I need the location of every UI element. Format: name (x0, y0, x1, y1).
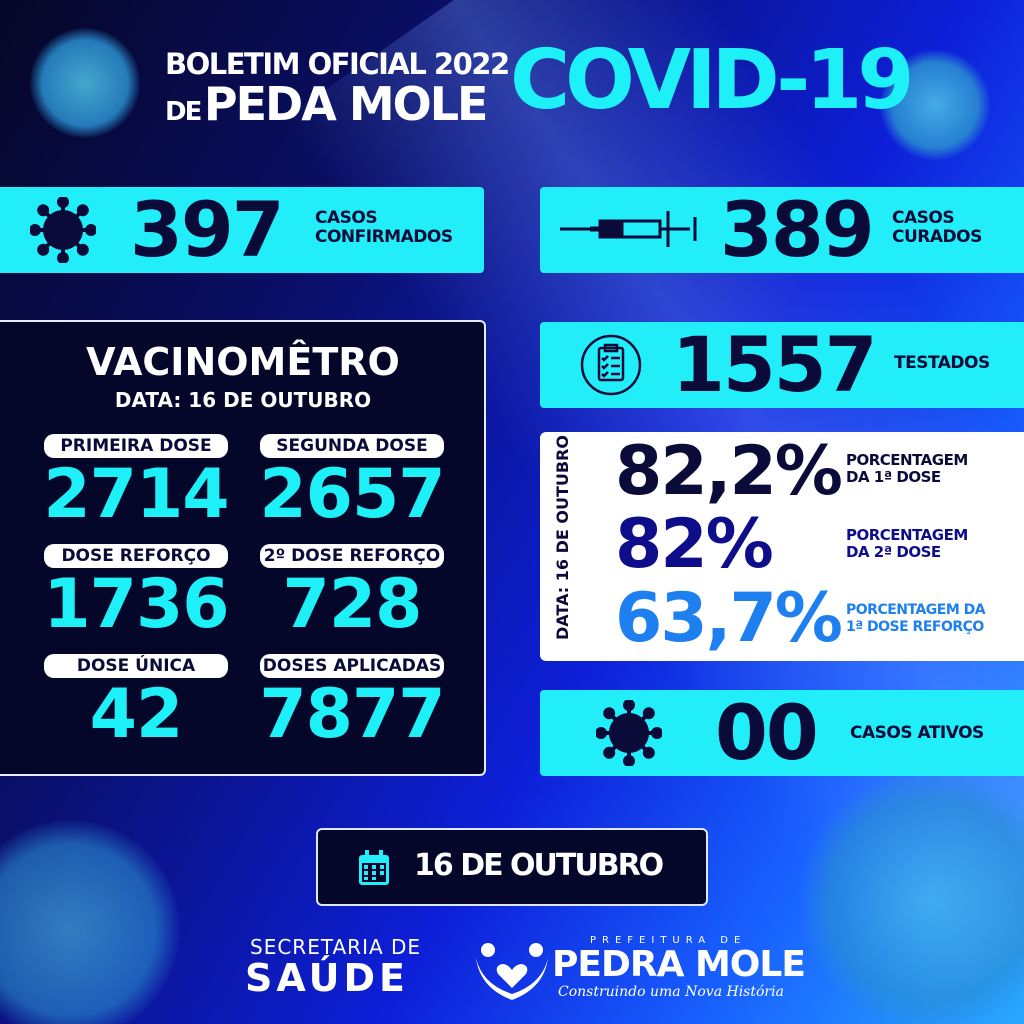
vacinometro-date: DATA: 16 DE OUTUBRO (114, 388, 372, 412)
virus-decoration-icon (30, 28, 140, 138)
covid-title: COVID-19 (510, 33, 914, 128)
tested-value: 1557 (672, 320, 878, 409)
percentages-panel (540, 432, 1024, 661)
label-line: DA 2ª DOSE (846, 543, 941, 561)
vaccine-value: 2657 (259, 455, 445, 534)
pct-first-dose: 82,2% (615, 432, 843, 511)
cured-label: CASOS CURADOS (892, 209, 982, 247)
pct-booster-label: PORCENTAGEM DA 1ª DOSE REFORÇO (846, 602, 986, 636)
vacinometro-title: VACINOMÊTRO (86, 340, 400, 384)
secretaria-line1: SECRETARIA DE (250, 935, 422, 959)
cured-box: 389 CASOS CURADOS (540, 187, 1024, 273)
tested-box: 1557 TESTADOS (540, 322, 1024, 408)
header-line1: BOLETIM OFICIAL 2022 (165, 47, 510, 81)
header-line2: DE PEDA MOLE (165, 81, 488, 137)
date-label: 16 DE OUTUBRO (414, 848, 664, 883)
clipboard-icon (580, 334, 642, 396)
vaccine-value: 1736 (43, 565, 229, 644)
city-logo-name: PEDRA MOLE (552, 944, 806, 985)
active-box: 00 CASOS ATIVOS (540, 690, 1024, 776)
pct-second-dose-label: PORCENTAGEM DA 2ª DOSE (846, 527, 968, 561)
secretaria-line2: SAÚDE (245, 956, 409, 1000)
tested-label: TESTADOS (894, 353, 990, 373)
vaccine-label: DOSE ÚNICA (44, 654, 228, 678)
pct-first-dose-label: PORCENTAGEM DA 1ª DOSE (846, 452, 968, 486)
syringe-icon (560, 211, 697, 247)
vaccine-label: PRIMEIRA DOSE (44, 434, 228, 458)
label-line: CONFIRMADOS (315, 227, 453, 247)
label-line: CASOS (892, 208, 955, 228)
vaccine-label: 2º DOSE REFORÇO (260, 544, 444, 568)
confirmed-box: 397 CASOS CONFIRMADOS (0, 187, 484, 273)
label-line: 1ª DOSE REFORÇO (846, 619, 984, 635)
virus-icon (30, 197, 96, 263)
date-badge: 16 DE OUTUBRO (316, 828, 708, 906)
virus-decoration-icon (880, 50, 990, 160)
pct-booster: 63,7% (615, 579, 843, 658)
active-value: 00 (715, 688, 819, 777)
label-line: DA 1ª DOSE (846, 468, 941, 486)
prefeitura-logo (476, 943, 548, 1000)
vaccine-label: DOSE REFORÇO (44, 544, 228, 568)
calendar-icon (359, 850, 389, 885)
percentages-date: DATA: 16 DE OUTUBRO (553, 435, 572, 640)
label-line: CURADOS (892, 227, 982, 247)
label-line: PORCENTAGEM (846, 526, 968, 544)
vaccine-label: DOSES APLICADAS (260, 654, 444, 678)
label-line: PORCENTAGEM DA (846, 602, 986, 618)
city-name: PEDA MOLE (203, 77, 489, 131)
active-label: CASOS ATIVOS (850, 723, 984, 743)
confirmed-label: CASOS CONFIRMADOS (315, 209, 453, 247)
header-prefix: DE (165, 97, 202, 127)
vaccine-value: 7877 (259, 675, 445, 754)
cured-value: 389 (720, 185, 875, 274)
virus-icon (596, 700, 662, 766)
vaccine-value: 42 (89, 675, 184, 754)
virus-decoration-icon (800, 770, 1024, 1024)
slogan: Construindo uma Nova História (558, 984, 784, 1000)
label-line: CASOS (315, 208, 378, 228)
pct-second-dose: 82% (615, 505, 774, 584)
label-line: PORCENTAGEM (846, 451, 968, 469)
prefeitura-label: PREFEITURA DE (590, 935, 747, 946)
vaccine-value: 728 (282, 565, 423, 644)
vacinometro-panel: VACINOMÊTRO DATA: 16 DE OUTUBRO PRIMEIRA… (0, 320, 486, 776)
virus-decoration-icon (0, 820, 180, 1024)
vaccine-value: 2714 (43, 455, 229, 534)
confirmed-value: 397 (130, 185, 285, 274)
vaccine-label: SEGUNDA DOSE (260, 434, 444, 458)
